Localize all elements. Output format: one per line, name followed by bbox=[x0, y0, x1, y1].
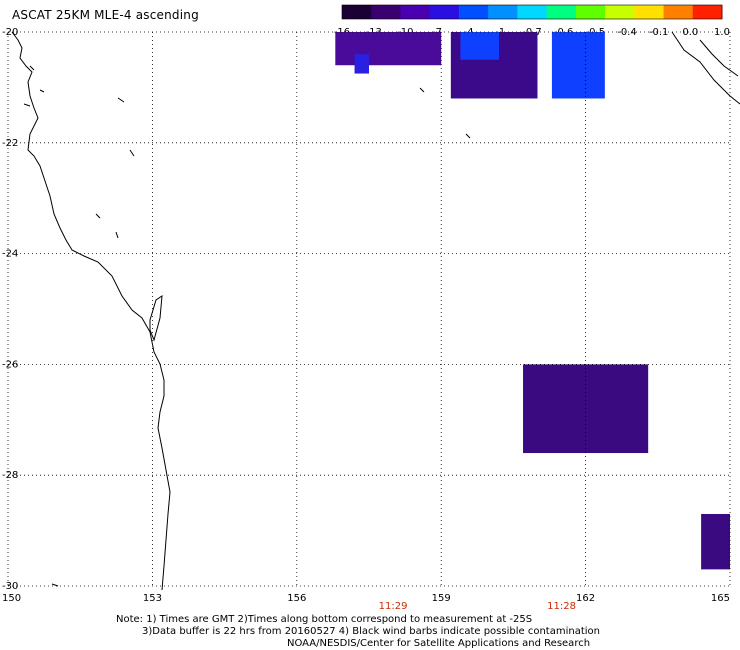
reef-fragments bbox=[23, 65, 471, 587]
coastline bbox=[11, 31, 740, 591]
lat-lon-grid bbox=[7, 31, 731, 587]
colorbar-swatch bbox=[575, 5, 606, 19]
colorbar-swatch bbox=[400, 5, 431, 19]
data-swaths bbox=[335, 32, 730, 570]
north-east-swath-blue bbox=[551, 32, 605, 99]
far-south-east-swath bbox=[701, 513, 730, 570]
colorbar-swatch bbox=[488, 5, 518, 19]
lon-tick-label: 159 bbox=[432, 593, 451, 604]
lon-tick-label: 162 bbox=[576, 593, 595, 604]
island-coastline bbox=[149, 295, 163, 342]
lon-tick-label: 165 bbox=[711, 593, 730, 604]
colorbar-swatch bbox=[458, 5, 489, 19]
colorbar-label: 1.0 bbox=[714, 27, 730, 38]
colorbar-swatch bbox=[429, 5, 460, 19]
colorbar-swatch bbox=[634, 5, 665, 19]
lon-tick-label: 153 bbox=[143, 593, 162, 604]
lat-tick-label: -22 bbox=[2, 138, 18, 149]
swath-time-label: 11:29 bbox=[379, 601, 408, 612]
new-caledonia-coastline bbox=[671, 31, 740, 105]
lon-tick-label: 150 bbox=[2, 593, 21, 604]
north-west-swath bbox=[335, 32, 442, 66]
lat-tick-label: -24 bbox=[2, 249, 18, 260]
lon-tick-label: 156 bbox=[287, 593, 306, 604]
colorbar-swatch bbox=[517, 5, 548, 19]
colorbar-swatch bbox=[342, 5, 372, 19]
colorbar-label: 0.0 bbox=[682, 27, 698, 38]
colorbar-swatch bbox=[546, 5, 577, 19]
north-middle-swath-blue bbox=[460, 32, 499, 60]
colorbar-swatch bbox=[605, 5, 635, 19]
colorbar-swatch bbox=[692, 5, 723, 19]
map-title: ASCAT 25KM MLE-4 ascending bbox=[12, 8, 199, 22]
axis-labels: 150 153 156 159 162 165 -20 -22 -24 -26 -28 -30 bbox=[2, 27, 730, 604]
colorbar-swatch bbox=[371, 5, 401, 19]
note-line-1: Note: 1) Times are GMT 2)Times along bot… bbox=[116, 614, 533, 625]
colorbar-border bbox=[341, 4, 723, 20]
colorbar: -16-13-10-7-4-1-0.7-0.6-0.5-0.4-0.10.01.… bbox=[334, 4, 730, 38]
lat-tick-label: -20 bbox=[2, 27, 18, 38]
lat-tick-label: -26 bbox=[2, 359, 18, 370]
note-line-2: 3)Data buffer is 22 hrs from 20160527 4)… bbox=[142, 626, 600, 637]
australia-coastline bbox=[11, 31, 171, 591]
colorbar-label: -0.1 bbox=[649, 27, 669, 38]
lat-tick-label: -28 bbox=[2, 470, 18, 481]
swath-time-label: 11:28 bbox=[547, 601, 576, 612]
north-west-swath-blue bbox=[354, 54, 369, 74]
colorbar-label: -0.4 bbox=[617, 27, 637, 38]
time-labels: 11:29 11:28 bbox=[379, 601, 576, 612]
lat-tick-label: -30 bbox=[2, 581, 18, 592]
colorbar-swatch bbox=[663, 5, 694, 19]
note-line-3: NOAA/NESDIS/Center for Satellite Applica… bbox=[287, 638, 591, 649]
